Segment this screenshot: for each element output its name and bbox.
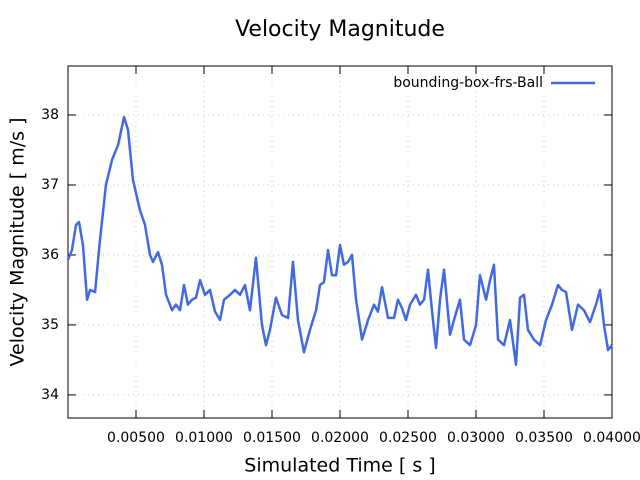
x-tick-label: 0.02500 [379,430,437,446]
x-axis-label: Simulated Time [ s ] [244,455,435,477]
y-tick-label: 34 [41,387,59,403]
x-tick-label: 0.03500 [515,430,573,446]
x-tick-label: 0.01000 [175,430,233,446]
x-tick-label: 0.04000 [583,430,640,446]
x-tick-label: 0.02000 [311,430,369,446]
legend-label: bounding-box-frs-Ball [393,75,543,91]
x-tick-label: 0.01500 [243,430,301,446]
data-line [66,115,613,367]
chart-title: Velocity Magnitude [235,17,445,42]
x-tick-label: 0.03000 [447,430,505,446]
y-tick-label: 38 [41,107,59,123]
y-axis-label: Velocity Magnitude [ m/s ] [7,118,29,367]
y-tick-label: 35 [41,317,59,333]
plot-border [67,65,613,419]
y-tick-label: 37 [41,177,59,193]
y-tick-label: 36 [41,247,59,263]
x-tick-label: 0.00500 [107,430,165,446]
